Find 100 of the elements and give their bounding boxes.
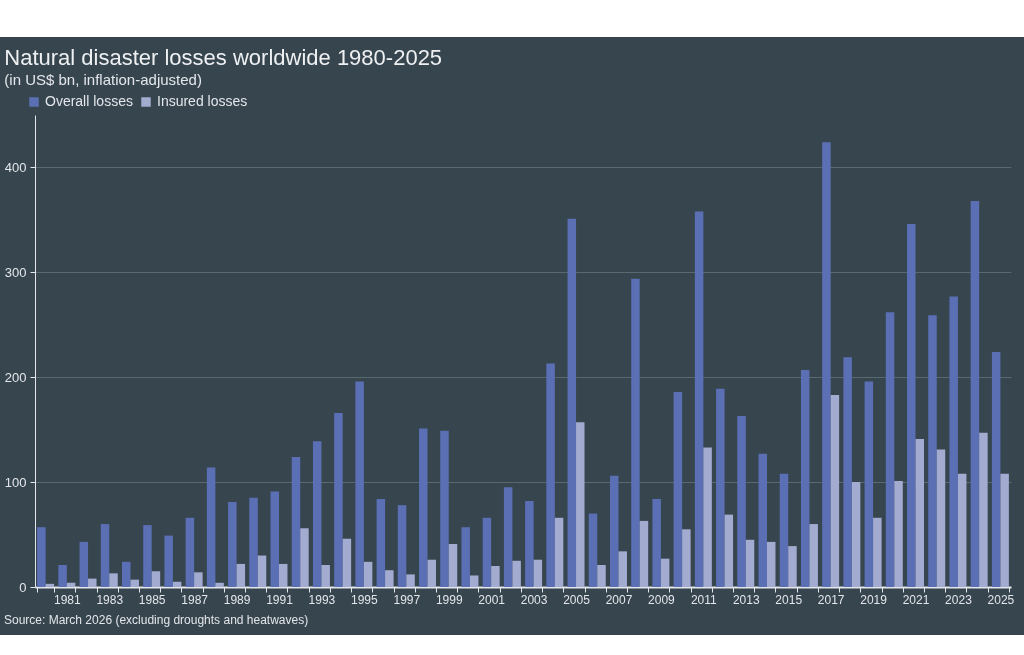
bar — [385, 570, 394, 587]
bar — [151, 571, 161, 587]
bar — [800, 369, 810, 587]
y-tick-label: 100 — [4, 474, 27, 490]
x-tick-label: 2023 — [945, 592, 973, 607]
bar — [321, 564, 330, 587]
bar — [406, 574, 415, 587]
bar — [864, 381, 874, 587]
bar — [482, 517, 492, 587]
bar — [758, 453, 767, 587]
bar — [894, 481, 903, 587]
chart-subtitle: (in US$ bn, inflation-adjusted) — [4, 71, 202, 88]
bar — [503, 487, 513, 587]
bar — [143, 525, 152, 587]
bar — [703, 447, 712, 587]
x-tick-label: 2013 — [732, 592, 760, 607]
y-tick-label: 200 — [4, 369, 27, 385]
bar — [130, 579, 139, 587]
bar — [694, 211, 704, 587]
bar — [334, 412, 343, 587]
x-tick-label: 2019 — [860, 592, 888, 607]
bar — [631, 278, 640, 587]
bar — [597, 564, 606, 587]
source-note: Source: March 2026 (excluding droughts and heatwaves) — [4, 613, 309, 627]
bar — [236, 563, 246, 587]
bar — [788, 546, 797, 587]
bar — [639, 520, 649, 587]
bar — [576, 422, 585, 587]
bar — [88, 578, 97, 587]
x-tick-label: 1987 — [181, 592, 209, 607]
y-tick-label: 300 — [4, 264, 27, 280]
chart-title: Natural disaster losses worldwide 1980-2025 — [4, 45, 443, 70]
bar — [843, 357, 852, 587]
x-tick-label: 2011 — [690, 592, 718, 607]
bar — [185, 517, 195, 587]
bar — [767, 541, 776, 587]
x-tick-label: 2005 — [563, 592, 591, 607]
bar — [397, 505, 407, 587]
bar — [830, 395, 840, 587]
bar — [970, 201, 980, 587]
bar — [737, 416, 746, 587]
bar — [206, 467, 216, 587]
bar — [215, 582, 224, 587]
bar — [618, 551, 627, 587]
bar — [427, 559, 437, 587]
bar — [809, 524, 818, 587]
bar — [533, 559, 543, 587]
bar — [37, 527, 46, 587]
bar — [448, 544, 458, 587]
y-tick-label: 0 — [19, 579, 27, 595]
bar — [907, 224, 916, 587]
bar — [554, 517, 564, 587]
bar — [257, 555, 267, 587]
x-tick-label: 1983 — [96, 592, 124, 607]
bar — [928, 315, 937, 587]
bar — [300, 528, 309, 587]
bar — [461, 527, 470, 587]
bar — [822, 142, 831, 587]
bar — [915, 439, 925, 587]
bar — [121, 561, 131, 587]
x-tick-label: 2007 — [605, 592, 633, 607]
bar — [376, 498, 386, 587]
bar — [491, 566, 500, 587]
bar — [164, 535, 173, 587]
bar — [1000, 473, 1009, 587]
bar — [249, 497, 258, 587]
x-tick-label: 1997 — [393, 592, 421, 607]
bar — [355, 381, 364, 587]
x-tick-label: 1991 — [266, 592, 294, 607]
x-tick-label: 1989 — [223, 592, 251, 607]
x-tick-label: 2015 — [775, 592, 803, 607]
bar — [342, 538, 352, 587]
bar — [419, 428, 428, 587]
bar — [440, 430, 449, 587]
bar — [291, 456, 301, 587]
bar — [979, 432, 988, 587]
bar — [991, 352, 1001, 587]
bar — [100, 524, 110, 587]
bar — [58, 564, 67, 587]
x-tick-label: 1995 — [351, 592, 379, 607]
legend-label: Insured losses — [157, 93, 248, 109]
x-tick-label: 2025 — [987, 592, 1015, 607]
bar — [588, 513, 598, 587]
bar — [652, 498, 661, 587]
x-tick-label: 2017 — [817, 592, 845, 607]
bar — [194, 572, 203, 587]
bar — [885, 312, 895, 587]
bar — [660, 558, 670, 587]
bar — [279, 563, 288, 587]
bar — [79, 541, 89, 587]
bar — [609, 475, 619, 587]
bar — [567, 218, 577, 587]
bar — [949, 296, 958, 587]
bar — [779, 473, 789, 587]
bar — [873, 517, 882, 587]
bar — [512, 560, 521, 587]
bar — [957, 473, 967, 587]
x-tick-label: 1981 — [53, 592, 81, 607]
bar — [270, 491, 279, 587]
bar — [228, 502, 237, 587]
